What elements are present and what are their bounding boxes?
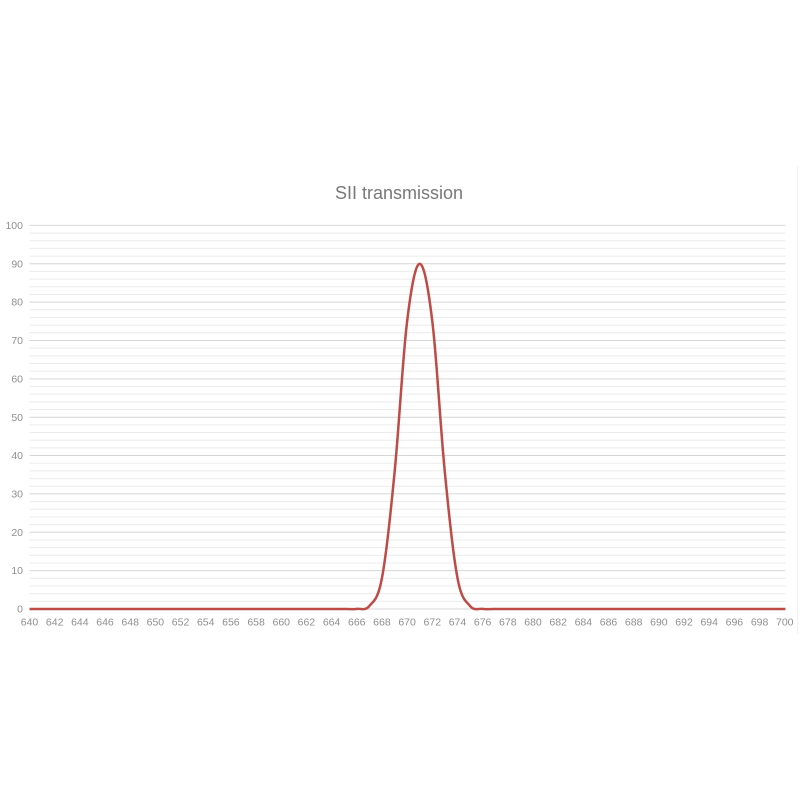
svg-text:60: 60	[11, 373, 23, 385]
svg-text:698: 698	[751, 617, 769, 629]
svg-text:670: 670	[398, 617, 416, 629]
svg-text:680: 680	[524, 617, 542, 629]
svg-text:40: 40	[11, 450, 23, 462]
svg-text:646: 646	[96, 617, 114, 629]
svg-text:686: 686	[600, 617, 618, 629]
svg-text:70: 70	[11, 335, 23, 347]
svg-text:0: 0	[17, 604, 23, 616]
svg-text:690: 690	[650, 617, 668, 629]
svg-text:658: 658	[247, 617, 265, 629]
svg-text:672: 672	[424, 617, 442, 629]
svg-text:650: 650	[147, 617, 165, 629]
svg-text:664: 664	[323, 617, 341, 629]
svg-text:676: 676	[474, 617, 492, 629]
svg-text:694: 694	[700, 617, 718, 629]
svg-text:656: 656	[222, 617, 240, 629]
svg-text:660: 660	[272, 617, 290, 629]
svg-text:688: 688	[625, 617, 643, 629]
svg-text:644: 644	[71, 617, 89, 629]
svg-text:50: 50	[11, 412, 23, 424]
svg-text:640: 640	[21, 617, 39, 629]
svg-text:684: 684	[575, 617, 593, 629]
svg-text:100: 100	[5, 220, 23, 232]
svg-text:20: 20	[11, 527, 23, 539]
svg-text:30: 30	[11, 489, 23, 501]
svg-text:662: 662	[298, 617, 316, 629]
svg-text:654: 654	[197, 617, 215, 629]
svg-text:642: 642	[46, 617, 64, 629]
svg-text:90: 90	[11, 258, 23, 270]
svg-text:SII transmission: SII transmission	[335, 183, 463, 203]
svg-text:696: 696	[726, 617, 744, 629]
svg-text:666: 666	[348, 617, 366, 629]
svg-text:692: 692	[675, 617, 693, 629]
svg-text:652: 652	[172, 617, 190, 629]
svg-text:10: 10	[11, 565, 23, 577]
svg-text:80: 80	[11, 297, 23, 309]
svg-text:648: 648	[121, 617, 139, 629]
svg-text:700: 700	[776, 617, 794, 629]
svg-text:668: 668	[373, 617, 391, 629]
svg-text:674: 674	[449, 617, 467, 629]
svg-text:678: 678	[499, 617, 517, 629]
svg-text:682: 682	[549, 617, 567, 629]
